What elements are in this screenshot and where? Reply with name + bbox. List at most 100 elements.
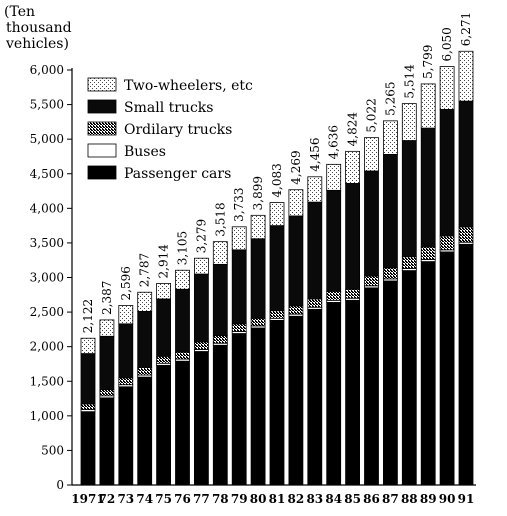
x-tick-label: 86	[363, 492, 380, 506]
bar-segment-two-wheelers-etc	[80, 337, 96, 354]
y-tick-label: 4,500	[30, 167, 64, 181]
legend-label-ordilary-trucks: Ordilary trucks	[124, 122, 232, 138]
bar-segment-passenger-cars	[364, 287, 379, 486]
bar-segment-ordilary-trucks	[250, 317, 266, 327]
bar-segment-small-trucks	[401, 140, 417, 258]
bar-segment-small-trucks	[250, 238, 266, 319]
bar-segment-ordilary-trucks	[326, 290, 342, 301]
total-value-label: 4,083	[270, 163, 284, 197]
bar-segment-ordilary-trucks	[231, 323, 247, 332]
bar-segment-two-wheelers-etc	[118, 305, 134, 325]
bar-segment-small-trucks	[175, 288, 190, 353]
bar-segment-small-trucks	[439, 109, 455, 237]
bar-segment-passenger-cars	[250, 327, 266, 486]
total-value-label: 6,271	[459, 12, 473, 46]
y-tick-label: 4,000	[30, 201, 64, 215]
x-tick-label: 85	[344, 492, 361, 506]
bar-segment-small-trucks	[193, 273, 209, 343]
y-tick-label: 1,000	[30, 409, 64, 423]
x-tick-label: 79	[231, 492, 248, 506]
bar-segment-small-trucks	[364, 170, 379, 277]
bar-segment-passenger-cars	[439, 251, 455, 486]
bar-segment-ordilary-trucks	[212, 335, 228, 344]
total-value-label: 2,787	[138, 253, 152, 287]
bar-segment-two-wheelers-etc	[212, 241, 228, 265]
total-value-label: 4,636	[327, 125, 341, 159]
bar-segment-ordilary-trucks	[193, 341, 209, 350]
x-tick-label: 75	[155, 492, 172, 506]
bar-segment-small-trucks	[382, 153, 398, 269]
legend-swatch-two-wheelers-etc	[87, 77, 117, 92]
bar-segment-passenger-cars	[345, 299, 361, 486]
bar-segment-two-wheelers-etc	[439, 66, 455, 110]
bar-segment-two-wheelers-etc	[137, 291, 153, 312]
bar-segment-small-trucks	[326, 189, 342, 292]
total-value-label: 3,733	[232, 187, 246, 221]
bar-segment-passenger-cars	[156, 364, 172, 486]
bar-segment-two-wheelers-etc	[307, 176, 323, 203]
bar-segment-passenger-cars	[382, 280, 398, 486]
x-tick-label: 91	[458, 492, 475, 506]
bar-segment-ordilary-trucks	[439, 235, 455, 251]
bar-segment-two-wheelers-etc	[231, 226, 247, 251]
total-value-label: 6,050	[440, 27, 454, 61]
bar-segment-passenger-cars	[420, 261, 436, 486]
bar-segment-ordilary-trucks	[458, 226, 474, 243]
bar-segment-passenger-cars	[193, 351, 209, 486]
total-value-label: 2,122	[81, 299, 95, 333]
y-tick-label: 5,000	[30, 132, 64, 146]
x-tick-label: 83	[306, 492, 323, 506]
bar-segment-small-trucks	[137, 310, 153, 368]
total-value-label: 4,269	[289, 150, 303, 184]
y-tick-label: 6,000	[30, 63, 64, 77]
x-tick-label: 80	[250, 492, 267, 506]
x-tick-label: 81	[269, 492, 286, 506]
total-value-label: 4,824	[346, 112, 360, 147]
legend-label-buses: Buses	[124, 144, 166, 160]
bar-segment-small-trucks	[156, 298, 172, 357]
y-tick-label: 5,500	[30, 98, 64, 112]
y-tick-label: 500	[41, 443, 64, 457]
x-tick-label: 76	[174, 492, 191, 506]
bar-segment-passenger-cars	[458, 243, 474, 486]
bar-segment-two-wheelers-etc	[288, 189, 304, 217]
bar-segment-two-wheelers-etc	[382, 120, 398, 155]
bar-segment-two-wheelers-etc	[250, 214, 266, 240]
axes: 0 500 1,000 1,500 2,000 2,500 3,000 3,500 4,000 4…	[30, 63, 476, 506]
y-tick-label: 2,000	[30, 340, 64, 354]
y-tick-label: 2,500	[30, 305, 64, 319]
y-axis-unit-line: thousand	[6, 20, 72, 36]
total-value-label: 2,596	[119, 266, 133, 300]
bar-segment-passenger-cars	[307, 308, 323, 486]
bar-segment-small-trucks	[231, 249, 247, 325]
total-value-label: 3,279	[194, 219, 208, 253]
legend-label-passenger-cars: Passenger cars	[124, 166, 231, 182]
bar-segment-small-trucks	[212, 263, 228, 337]
total-labels: 2,122 2,387 2,596 2,787 2,914 3,105 3,279 3,518…	[81, 12, 473, 333]
y-axis-unit-line: (Ten	[4, 4, 35, 20]
total-value-label: 3,105	[176, 231, 190, 265]
bar-segment-ordilary-trucks	[288, 305, 304, 315]
bar-segment-passenger-cars	[99, 397, 115, 486]
bars	[80, 50, 474, 486]
bar-segment-ordilary-trucks	[420, 246, 436, 260]
bar-segment-ordilary-trucks	[118, 377, 134, 386]
bar-segment-passenger-cars	[118, 386, 134, 486]
bar-segment-two-wheelers-etc	[420, 83, 436, 129]
legend-label-small-trucks: Small trucks	[124, 100, 213, 116]
bar-segment-ordilary-trucks	[401, 256, 417, 269]
total-value-label: 4,456	[308, 137, 322, 171]
bar-segment-ordilary-trucks	[364, 275, 379, 287]
bar-segment-ordilary-trucks	[175, 351, 190, 360]
bar-segment-ordilary-trucks	[345, 288, 361, 299]
x-tick-label: 84	[325, 492, 342, 506]
bar-segment-passenger-cars	[175, 360, 190, 486]
y-tick-label: 0	[56, 478, 64, 492]
x-tick-label: 77	[193, 492, 210, 506]
bar-segment-two-wheelers-etc	[364, 137, 379, 172]
legend-swatch-passenger-cars	[87, 165, 117, 180]
x-tick-label: 82	[288, 492, 305, 506]
x-tick-label: 72	[99, 492, 116, 506]
